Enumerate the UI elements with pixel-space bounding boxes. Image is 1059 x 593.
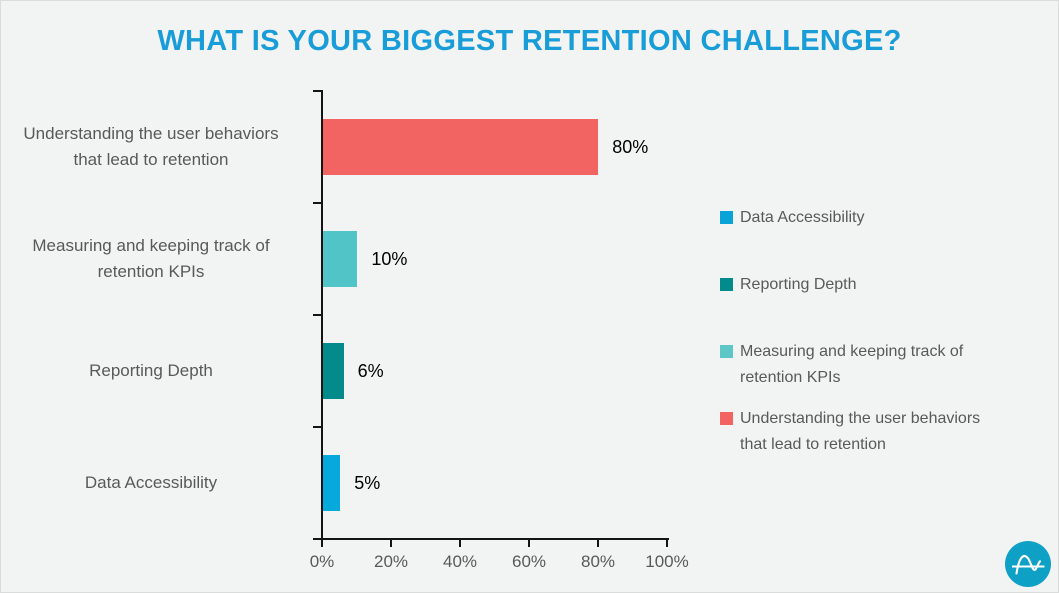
x-tick-label: 100% bbox=[645, 552, 689, 571]
legend-swatch bbox=[720, 345, 733, 358]
bar bbox=[323, 343, 344, 399]
y-axis-line bbox=[321, 91, 323, 547]
x-axis-tick bbox=[597, 538, 599, 547]
x-axis-tick bbox=[321, 538, 323, 547]
bar-row: 80% bbox=[323, 119, 648, 175]
bar-row: 10% bbox=[323, 231, 407, 287]
y-axis-tick bbox=[313, 426, 323, 428]
bar bbox=[323, 119, 599, 175]
amplitude-wave-icon bbox=[1005, 541, 1051, 587]
x-tick-label: 20% bbox=[373, 552, 409, 571]
x-tick-label: 60% bbox=[511, 552, 547, 571]
category-label: Reporting Depth bbox=[89, 360, 213, 380]
bar-value-label: 80% bbox=[612, 136, 649, 157]
legend-item: Measuring and keeping track of retention… bbox=[720, 339, 1020, 391]
x-axis-tick bbox=[390, 538, 392, 547]
bar bbox=[323, 455, 341, 511]
x-tick-label: 80% bbox=[580, 552, 616, 571]
amplitude-logo bbox=[1005, 541, 1051, 587]
y-axis-tick bbox=[313, 90, 323, 92]
category-label: Data Accessibility bbox=[84, 472, 218, 492]
x-tick-label: 40% bbox=[442, 552, 478, 571]
legend-label: Reporting Depth bbox=[740, 276, 857, 293]
bar-value-label: 6% bbox=[357, 360, 384, 381]
legend-label: Data Accessibility bbox=[740, 209, 865, 226]
legend-item: Data Accessibility bbox=[720, 205, 1020, 231]
legend-swatch bbox=[720, 412, 733, 425]
x-axis-tick bbox=[666, 538, 668, 547]
legend-item: Reporting Depth bbox=[720, 272, 1020, 298]
y-axis-tick bbox=[313, 202, 323, 204]
bar-value-label: 5% bbox=[354, 472, 381, 493]
legend-swatch bbox=[720, 211, 733, 224]
legend-swatch bbox=[720, 278, 733, 291]
x-tick-label: 0% bbox=[309, 552, 335, 571]
x-axis-tick bbox=[528, 538, 530, 547]
legend-label: Measuring and keeping track of retention… bbox=[740, 343, 964, 386]
legend-item: Understanding the user behaviors that le… bbox=[720, 406, 1020, 458]
y-axis-tick bbox=[313, 314, 323, 316]
legend-label: Understanding the user behaviors that le… bbox=[740, 410, 981, 453]
bar-value-label: 10% bbox=[371, 248, 408, 269]
x-axis-line bbox=[314, 538, 669, 540]
chart-title: WHAT IS YOUR BIGGEST RETENTION CHALLENGE… bbox=[157, 25, 902, 57]
category-label: Measuring and keeping track of retention… bbox=[32, 235, 270, 281]
bar-row: 5% bbox=[323, 455, 380, 511]
bar-row: 6% bbox=[323, 343, 384, 399]
bar bbox=[323, 231, 358, 287]
category-label: Understanding the user behaviors that le… bbox=[23, 123, 279, 169]
x-axis-tick bbox=[459, 538, 461, 547]
